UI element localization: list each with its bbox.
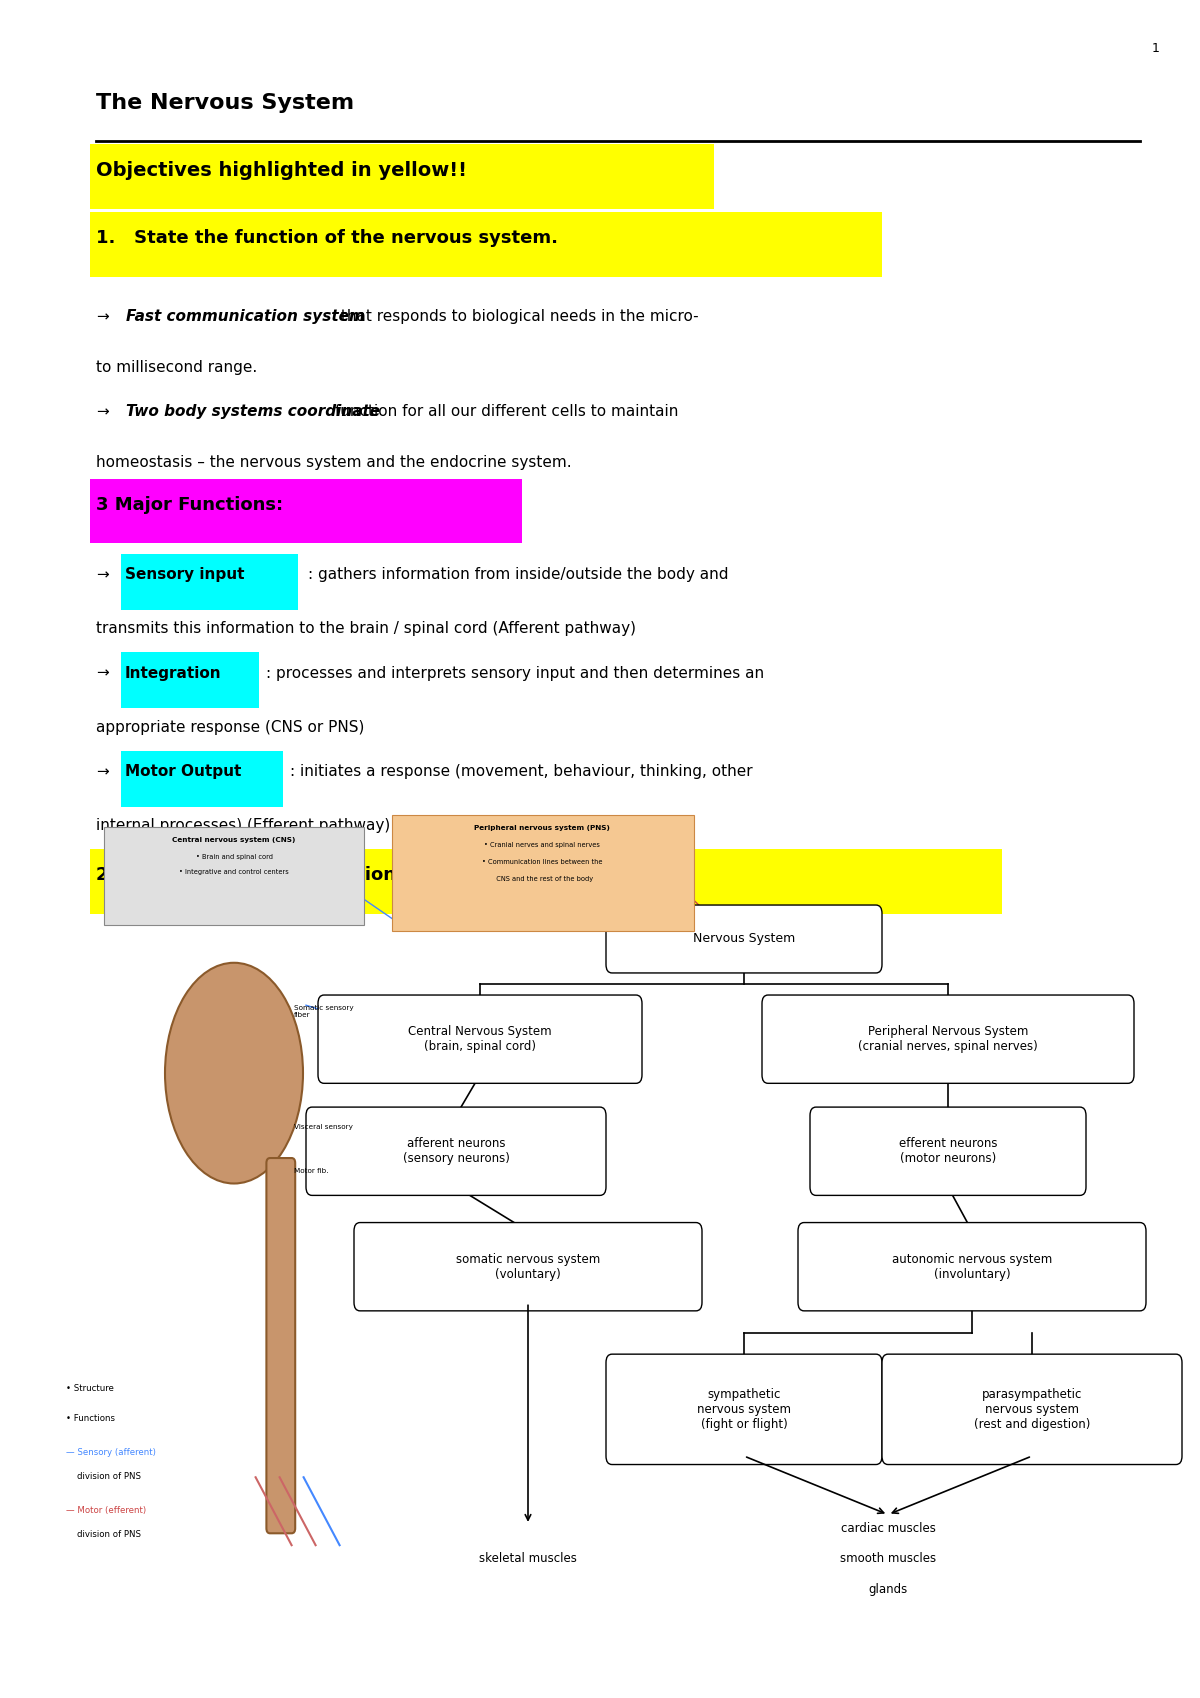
Text: efferent neurons
(motor neurons): efferent neurons (motor neurons) (899, 1138, 997, 1165)
Text: division of PNS: division of PNS (66, 1530, 142, 1538)
Ellipse shape (166, 963, 302, 1184)
FancyBboxPatch shape (90, 144, 714, 209)
Text: →: → (96, 404, 109, 419)
FancyBboxPatch shape (354, 1223, 702, 1311)
Text: glands: glands (869, 1583, 907, 1596)
FancyBboxPatch shape (798, 1223, 1146, 1311)
Text: Peripheral Nervous System
(cranial nerves, spinal nerves): Peripheral Nervous System (cranial nerve… (858, 1026, 1038, 1053)
FancyBboxPatch shape (90, 212, 882, 277)
FancyBboxPatch shape (121, 554, 298, 610)
Text: Central nervous system (CNS): Central nervous system (CNS) (173, 837, 295, 844)
FancyBboxPatch shape (90, 479, 522, 543)
Text: Nervous System: Nervous System (692, 932, 796, 946)
FancyBboxPatch shape (882, 1355, 1182, 1464)
Text: Sensory input: Sensory input (125, 567, 245, 582)
Text: Motor Output: Motor Output (125, 764, 241, 779)
Text: Objectives highlighted in yellow!!: Objectives highlighted in yellow!! (96, 161, 467, 180)
Text: Somatic sensory
fiber: Somatic sensory fiber (294, 1005, 354, 1019)
Text: →: → (96, 666, 109, 681)
FancyBboxPatch shape (266, 1158, 295, 1533)
Text: that responds to biological needs in the micro-: that responds to biological needs in the… (336, 309, 698, 324)
Text: parasympathetic
nervous system
(rest and digestion): parasympathetic nervous system (rest and… (974, 1387, 1090, 1431)
Text: • Structure: • Structure (66, 1384, 114, 1392)
Text: : gathers information from inside/outside the body and: : gathers information from inside/outsid… (308, 567, 728, 582)
Text: Integration: Integration (125, 666, 222, 681)
FancyBboxPatch shape (762, 995, 1134, 1083)
Text: autonomic nervous system
(involuntary): autonomic nervous system (involuntary) (892, 1253, 1052, 1280)
Text: 2.   Describe the organisation of the nervous system.: 2. Describe the organisation of the nerv… (96, 866, 636, 885)
Text: • Integrative and control centers: • Integrative and control centers (179, 869, 289, 876)
Text: afferent neurons
(sensory neurons): afferent neurons (sensory neurons) (402, 1138, 510, 1165)
Text: somatic nervous system
(voluntary): somatic nervous system (voluntary) (456, 1253, 600, 1280)
Text: Central Nervous System
(brain, spinal cord): Central Nervous System (brain, spinal co… (408, 1026, 552, 1053)
Text: sympathetic
nervous system
(fight or flight): sympathetic nervous system (fight or fli… (697, 1387, 791, 1431)
Text: homeostasis – the nervous system and the endocrine system.: homeostasis – the nervous system and the… (96, 455, 571, 470)
Text: CNS and the rest of the body: CNS and the rest of the body (492, 876, 593, 883)
Text: appropriate response (CNS or PNS): appropriate response (CNS or PNS) (96, 720, 365, 735)
FancyBboxPatch shape (121, 751, 283, 807)
Text: →: → (96, 567, 109, 582)
Text: cardiac muscles: cardiac muscles (840, 1521, 936, 1535)
Text: internal processes) (Efferent pathway): internal processes) (Efferent pathway) (96, 818, 390, 834)
Text: smooth muscles: smooth muscles (840, 1552, 936, 1566)
Text: The Nervous System: The Nervous System (96, 93, 354, 114)
Text: 1.   State the function of the nervous system.: 1. State the function of the nervous sys… (96, 229, 558, 248)
Text: — Motor (efferent): — Motor (efferent) (66, 1506, 146, 1515)
Text: Visceral sensory: Visceral sensory (294, 1124, 353, 1131)
Text: 3 Major Functions:: 3 Major Functions: (96, 496, 283, 514)
FancyBboxPatch shape (318, 995, 642, 1083)
Text: Two body systems coordinate: Two body systems coordinate (126, 404, 380, 419)
Text: — Sensory (afferent): — Sensory (afferent) (66, 1448, 156, 1457)
FancyBboxPatch shape (104, 827, 364, 925)
FancyBboxPatch shape (606, 905, 882, 973)
Text: to millisecond range.: to millisecond range. (96, 360, 257, 375)
Text: • Brain and spinal cord: • Brain and spinal cord (196, 854, 272, 861)
Text: 1: 1 (1152, 42, 1160, 56)
Text: • Cranial nerves and spinal nerves: • Cranial nerves and spinal nerves (485, 842, 600, 849)
Text: : processes and interprets sensory input and then determines an: : processes and interprets sensory input… (266, 666, 764, 681)
FancyBboxPatch shape (121, 652, 259, 708)
Text: division of PNS: division of PNS (66, 1472, 142, 1481)
Text: →: → (96, 764, 109, 779)
FancyBboxPatch shape (90, 849, 1002, 914)
Text: transmits this information to the brain / spinal cord (Afferent pathway): transmits this information to the brain … (96, 621, 636, 637)
Text: skeletal muscles: skeletal muscles (479, 1552, 577, 1566)
Text: • Functions: • Functions (66, 1414, 115, 1423)
Text: Peripheral nervous system (PNS): Peripheral nervous system (PNS) (474, 825, 611, 832)
FancyBboxPatch shape (392, 815, 694, 931)
FancyBboxPatch shape (306, 1107, 606, 1195)
Text: : initiates a response (movement, behaviour, thinking, other: : initiates a response (movement, behavi… (290, 764, 754, 779)
Text: function for all our different cells to maintain: function for all our different cells to … (330, 404, 678, 419)
FancyBboxPatch shape (810, 1107, 1086, 1195)
FancyBboxPatch shape (606, 1355, 882, 1464)
Text: →: → (96, 309, 109, 324)
Text: • Communication lines between the: • Communication lines between the (482, 859, 602, 866)
Text: Fast communication system: Fast communication system (126, 309, 365, 324)
Text: Motor fib.: Motor fib. (294, 1168, 329, 1175)
